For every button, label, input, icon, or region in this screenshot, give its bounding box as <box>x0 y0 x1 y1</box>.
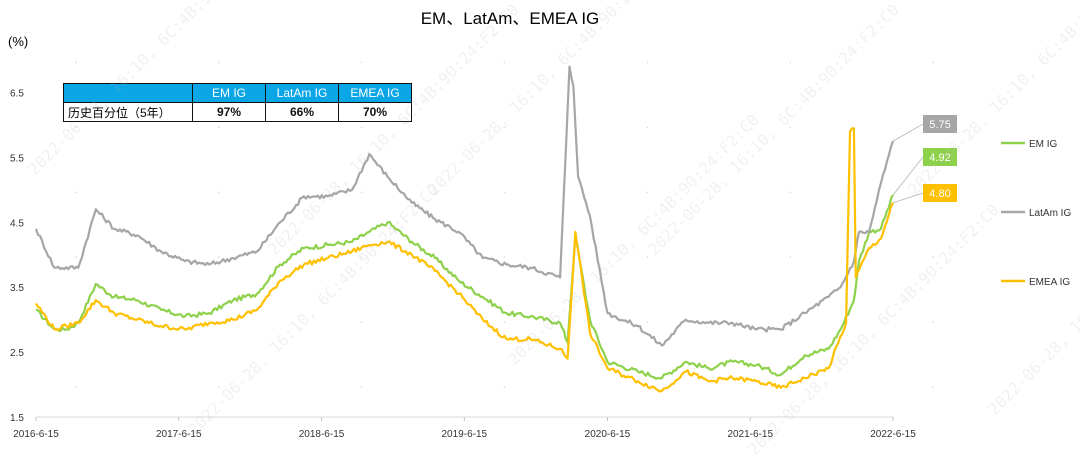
grid-dot <box>360 61 363 64</box>
grid-dot <box>789 191 792 194</box>
grid-dot <box>646 126 649 129</box>
table-row: 历史百分位（5年） 97% 66% 70% <box>63 102 412 122</box>
grid-dot <box>789 126 792 129</box>
series-line-emea-ig <box>35 127 894 393</box>
grid-dot <box>75 191 77 194</box>
grid-dot <box>646 191 649 194</box>
grid-dot <box>932 321 934 323</box>
table-cell-em: 97% <box>192 102 266 122</box>
grid-dot <box>503 386 506 388</box>
y-tick-label: 4.5 <box>10 218 24 229</box>
grid-dot <box>932 61 934 64</box>
legend-label: EM IG <box>1029 139 1058 150</box>
grid-dot <box>217 191 220 194</box>
end-label-value: 4.92 <box>929 152 950 164</box>
grid-dot <box>503 126 506 129</box>
table-header-blank <box>63 83 193 103</box>
grid-dot <box>503 191 506 194</box>
grid-dot <box>789 386 792 388</box>
grid-dot <box>217 61 220 64</box>
grid-dot <box>503 61 506 64</box>
end-label-box <box>923 184 957 202</box>
y-axis-ticks: 1.5 2.5 3.5 4.5 5.5 6.5 <box>10 88 24 424</box>
y-tick-label: 5.5 <box>10 153 24 164</box>
y-tick-label: 3.5 <box>10 283 24 294</box>
table-header-row: EM IG LatAm IG EMEA IG <box>63 83 412 103</box>
chart-canvas: EM、LatAm、EMEA IG (%) 1.52.53.54.55.56.5 … <box>8 9 1071 440</box>
grid-dot <box>646 256 649 259</box>
grid-dot <box>360 126 363 129</box>
grid-dot <box>75 256 77 259</box>
x-tick-label: 2017-6-15 <box>156 429 202 440</box>
grid-dot <box>75 61 77 64</box>
end-label-leader <box>892 156 924 196</box>
grid-dot <box>503 321 506 323</box>
table-cell-emea: 70% <box>338 102 412 122</box>
x-tick-label: 2020-6-15 <box>585 429 631 440</box>
end-label-leader <box>892 192 924 204</box>
legend: EM IG LatAm IG EMEA IG <box>1001 139 1071 288</box>
table-row-label: 历史百分位（5年） <box>63 102 193 122</box>
grid-dot <box>932 386 934 388</box>
percentile-table: EM IG LatAm IG EMEA IG 历史百分位（5年） 97% 66%… <box>63 83 412 122</box>
end-label-leader <box>892 123 924 142</box>
grid-dot <box>932 256 934 259</box>
series-line-latam-ig <box>34 65 895 347</box>
y-tick-label: 2.5 <box>10 348 24 359</box>
x-tick-label: 2019-6-15 <box>442 429 488 440</box>
table-header-latam: LatAm IG <box>265 83 339 103</box>
end-label-box <box>923 148 957 166</box>
series-line-em-ig <box>35 194 894 380</box>
legend-label: EMEA IG <box>1029 277 1070 288</box>
grid-dot <box>360 321 363 323</box>
grid-dot <box>360 191 363 194</box>
grid-dot <box>503 256 506 259</box>
x-tick-label: 2022-6-15 <box>870 429 916 440</box>
y-tick-label: 1.5 <box>10 413 24 424</box>
x-tick-label: 2018-6-15 <box>299 429 345 440</box>
grid-dot <box>646 61 649 64</box>
end-label-value: 4.80 <box>929 188 950 200</box>
end-value-labels: 5.75 4.92 4.80 <box>892 115 957 204</box>
grid-dot <box>789 61 792 64</box>
end-label-box <box>923 115 957 133</box>
grid-dot <box>217 126 220 129</box>
grid-dot <box>646 321 649 323</box>
grid-dot <box>217 386 220 388</box>
end-label-value: 5.75 <box>929 119 950 131</box>
grid-dot <box>75 126 77 129</box>
x-tick-label: 2016-6-15 <box>13 429 59 440</box>
table-cell-latam: 66% <box>265 102 339 122</box>
x-tick-label: 2021-6-15 <box>727 429 773 440</box>
y-axis-label: (%) <box>8 34 28 49</box>
grid-dot <box>360 256 363 259</box>
x-axis-ticks: 2016-6-15 2017-6-15 2018-6-15 2019-6-15 2020… <box>13 417 916 440</box>
chart-title: EM、LatAm、EMEA IG <box>421 9 600 28</box>
grid-dot <box>75 386 77 388</box>
grid-dot <box>360 386 363 388</box>
y-tick-label: 6.5 <box>10 88 24 99</box>
legend-label: LatAm IG <box>1029 208 1071 219</box>
grid-dot <box>217 256 220 259</box>
grid-dot <box>789 256 792 259</box>
table-header-emea: EMEA IG <box>338 83 412 103</box>
table-header-em: EM IG <box>192 83 266 103</box>
series-lines <box>34 65 895 393</box>
